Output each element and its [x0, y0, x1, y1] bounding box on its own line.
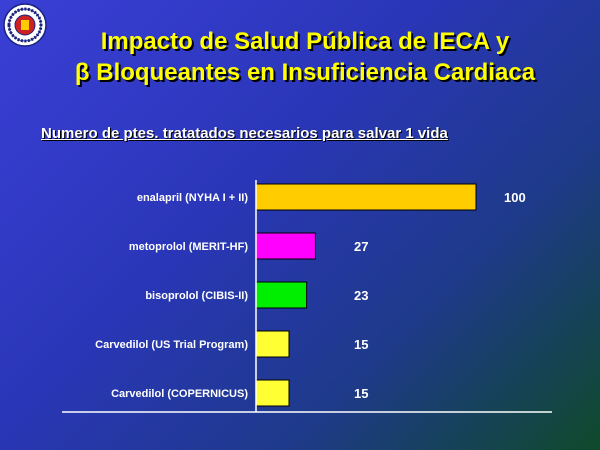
value-label: 23: [354, 288, 368, 303]
title-line-2-text: Bloqueantes en Insuficiencia Cardiaca: [89, 59, 536, 86]
title-beta: β: [74, 59, 90, 86]
page-title: Impacto de Salud Pública de IECA y β Blo…: [40, 26, 570, 88]
category-label: Carvedilol (COPERNICUS): [111, 388, 248, 400]
bar: [255, 379, 290, 407]
value-label: 27: [354, 239, 368, 254]
university-seal-icon: [3, 3, 47, 47]
category-label: Carvedilol (US Trial Program): [95, 339, 248, 351]
value-label: 100: [504, 190, 526, 205]
bar: [255, 330, 290, 358]
chart-subtitle: Numero de ptes. tratatados necesarios pa…: [41, 125, 448, 142]
category-label: metoprolol (MERIT-HF): [129, 241, 248, 253]
bar: [255, 281, 308, 309]
value-label: 15: [354, 386, 368, 401]
title-line-2: β Bloqueantes en Insuficiencia Cardiaca: [40, 57, 570, 88]
category-label: bisoprolol (CIBIS-II): [145, 290, 248, 302]
title-line-1: Impacto de Salud Pública de IECA y: [100, 28, 510, 55]
category-label: enalapril (NYHA I + II): [137, 192, 248, 204]
bar: [255, 183, 477, 211]
bar: [255, 232, 316, 260]
value-label: 15: [354, 337, 368, 352]
